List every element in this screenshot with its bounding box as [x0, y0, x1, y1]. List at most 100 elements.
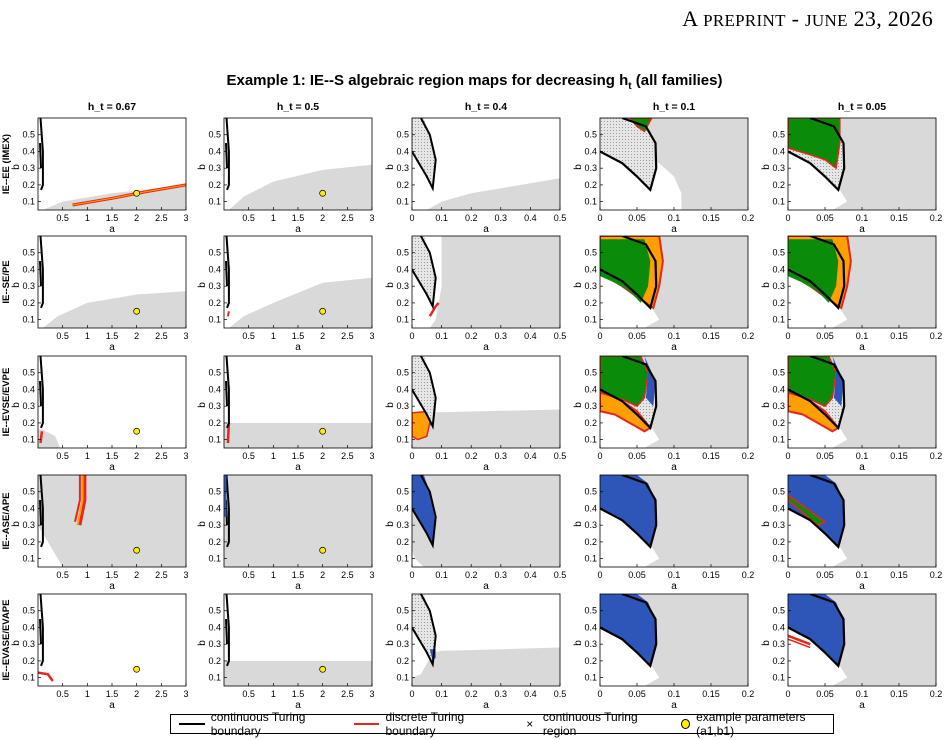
- y-axis-label: b: [761, 521, 772, 527]
- x-tick-label: 3: [183, 451, 188, 461]
- y-tick-label: 0.3: [772, 163, 785, 173]
- y-tick-label: 0.1: [22, 673, 35, 683]
- y-axis-label: b: [385, 282, 396, 288]
- x-tick-label: 0.15: [702, 570, 720, 580]
- header-month: JUNE: [805, 11, 848, 30]
- x-tick-label: 0.05: [628, 689, 646, 699]
- discrete-boundary-curve: [428, 302, 440, 317]
- panel: [787, 117, 937, 211]
- gray-region: [412, 178, 560, 210]
- x-tick-label: 0.05: [628, 213, 646, 223]
- x-axis-label: a: [295, 224, 301, 235]
- x-tick-label: 2.5: [155, 451, 168, 461]
- y-tick-label: 0.3: [772, 639, 785, 649]
- example-parameter-point: [319, 189, 327, 197]
- x-tick-label: 0.4: [524, 331, 537, 341]
- x-axis-label: a: [483, 342, 489, 353]
- continuous-boundary-curve: [788, 356, 846, 431]
- x-tick-label: 0: [785, 689, 790, 699]
- row-label: IE--ASE/APE: [1, 492, 12, 549]
- x-marker-icon: ×: [526, 717, 534, 731]
- discrete-region: [788, 494, 827, 527]
- x-tick-label: 0: [597, 570, 602, 580]
- y-axis-label: b: [385, 402, 396, 408]
- column-title: h_t = 0.4: [465, 101, 507, 113]
- gray-region: [224, 475, 372, 567]
- x-tick-label: 2: [134, 689, 139, 699]
- panel: [223, 593, 373, 687]
- panel: [411, 235, 561, 329]
- x-tick-label: 2.5: [341, 689, 354, 699]
- continuous-boundary-curve: [225, 475, 230, 548]
- y-tick-label: 0.1: [208, 554, 221, 564]
- x-tick-label: 0.05: [816, 689, 834, 699]
- panel: [37, 593, 187, 687]
- x-tick-label: 0.5: [554, 451, 567, 461]
- x-tick-label: 0.3: [495, 331, 508, 341]
- y-tick-label: 0.1: [772, 197, 785, 207]
- y-tick-label: 0.2: [208, 180, 221, 190]
- white-region: [788, 508, 848, 567]
- y-axis-label: b: [385, 521, 396, 527]
- x-tick-label: 1.5: [292, 331, 305, 341]
- panel: [599, 235, 749, 329]
- example-parameter-point: [319, 427, 327, 435]
- y-tick-label: 0.1: [396, 554, 409, 564]
- y-tick-label: 0.5: [22, 130, 35, 140]
- y-tick-label: 0.4: [396, 384, 409, 394]
- x-tick-label: 0.15: [890, 213, 908, 223]
- x-tick-label: 1: [271, 451, 276, 461]
- y-tick-label: 0.3: [584, 639, 597, 649]
- x-tick-label: 0.2: [742, 689, 755, 699]
- y-tick-label: 0.3: [584, 281, 597, 291]
- x-tick-label: 3: [183, 331, 188, 341]
- x-tick-label: 0.5: [56, 213, 69, 223]
- y-tick-label: 0.5: [208, 368, 221, 378]
- x-tick-label: 0: [785, 451, 790, 461]
- x-tick-label: 0.1: [856, 570, 869, 580]
- y-axis-label: b: [573, 640, 584, 646]
- legend-item-continuous-region: × continuous Turing region: [525, 710, 656, 738]
- page-header: A PREPRINT - JUNE 23, 2026: [682, 6, 933, 32]
- x-tick-label: 0: [597, 331, 602, 341]
- panel: [599, 355, 749, 449]
- x-axis-label: a: [295, 700, 301, 711]
- x-tick-label: 0.1: [435, 331, 448, 341]
- y-tick-label: 0.1: [772, 673, 785, 683]
- x-tick-label: 0.15: [890, 570, 908, 580]
- x-tick-label: 0.5: [56, 570, 69, 580]
- y-tick-label: 0.2: [772, 418, 785, 428]
- x-tick-label: 2: [134, 331, 139, 341]
- y-tick-label: 0.3: [396, 639, 409, 649]
- figure-title-main: Example 1: IE--S algebraic region maps f…: [226, 72, 629, 89]
- y-tick-label: 0.4: [396, 264, 409, 274]
- blue-region: [644, 356, 656, 407]
- y-tick-label: 0.4: [208, 264, 221, 274]
- y-tick-label: 0.3: [22, 639, 35, 649]
- continuous-boundary-curve: [788, 594, 846, 669]
- x-tick-label: 0.15: [702, 331, 720, 341]
- x-tick-label: 2.5: [155, 689, 168, 699]
- panel: [223, 474, 373, 568]
- x-tick-label: 1.5: [292, 570, 305, 580]
- continuous-boundary-curve: [600, 594, 658, 669]
- x-tick-label: 0: [785, 213, 790, 223]
- x-tick-label: 0.5: [242, 451, 255, 461]
- x-tick-label: 0: [409, 570, 414, 580]
- y-tick-label: 0.3: [584, 163, 597, 173]
- panel-frame: [411, 474, 561, 568]
- y-axis-label: b: [197, 640, 208, 646]
- x-tick-label: 0: [409, 451, 414, 461]
- panel: [599, 593, 749, 687]
- y-tick-label: 0.2: [584, 537, 597, 547]
- y-tick-label: 0.4: [772, 622, 785, 632]
- y-tick-label: 0.4: [584, 503, 597, 513]
- gray-region: [412, 409, 560, 448]
- y-tick-label: 0.1: [584, 435, 597, 445]
- x-tick-label: 0.2: [930, 451, 943, 461]
- blue-region: [832, 356, 844, 407]
- header-date: 23, 2026: [853, 6, 933, 31]
- y-tick-label: 0.3: [208, 401, 221, 411]
- continuous-boundary-curve: [39, 500, 42, 526]
- x-tick-label: 0.5: [554, 570, 567, 580]
